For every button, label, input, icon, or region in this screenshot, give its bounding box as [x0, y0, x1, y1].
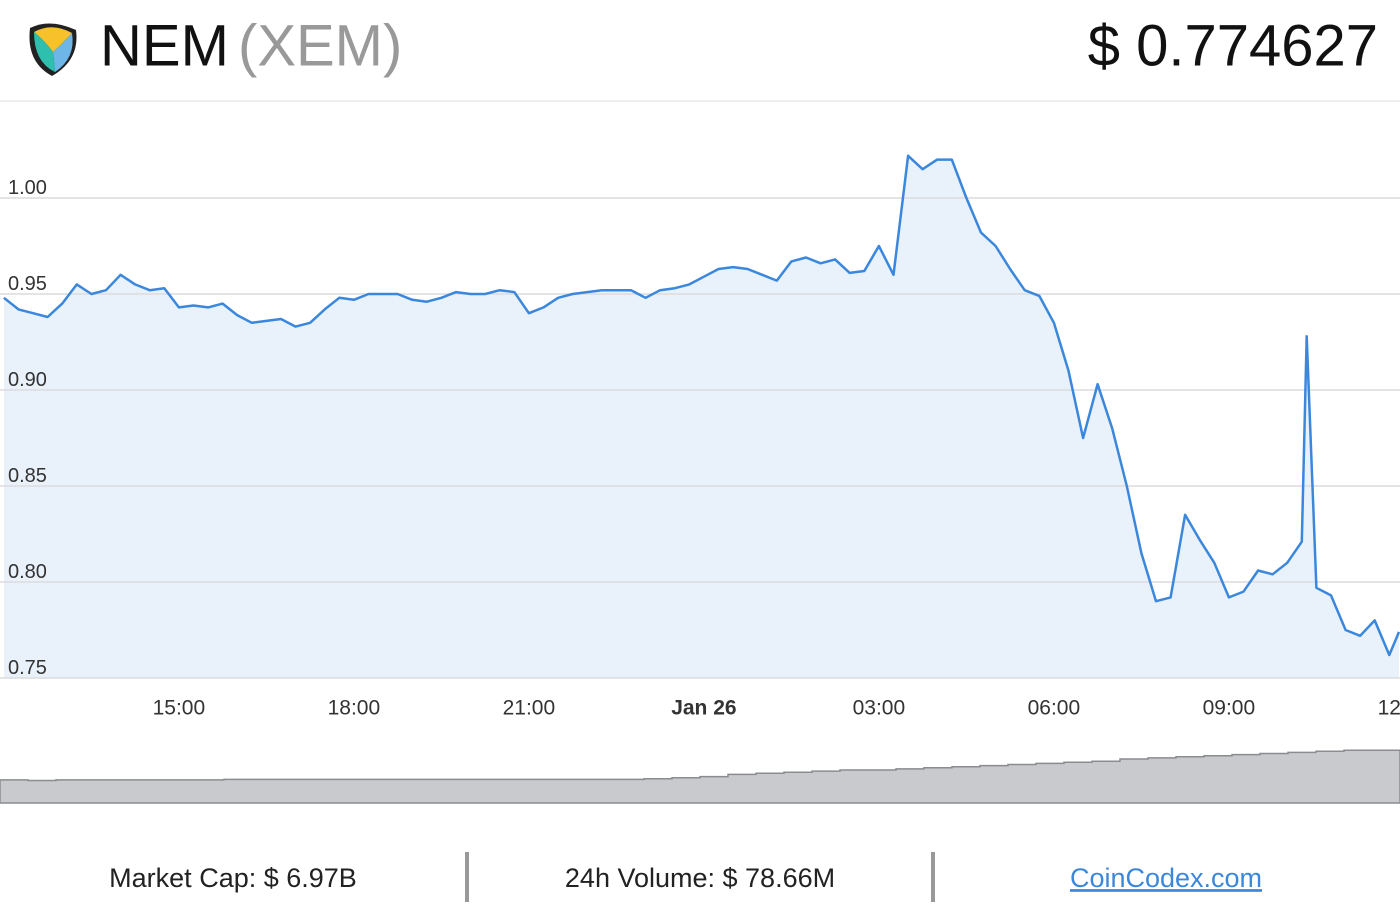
navigator	[0, 749, 1400, 804]
coin-name: NEM	[100, 13, 229, 78]
area-fill	[3, 155, 1399, 679]
y-tick-label: 0.75	[8, 657, 47, 679]
x-tick-label: 15:00	[153, 697, 206, 720]
x-tick-label: 21:00	[503, 697, 556, 720]
plot: 0.75 0.80 0.85 0.90 0.95 1.00 15:00 18:00 21:00 J…	[0, 154, 1400, 720]
volume: 24h Volume: $ 78.66M	[565, 863, 835, 893]
x-tick-label: 18:00	[328, 697, 381, 720]
price: $ 0.774627	[1088, 13, 1378, 78]
x-tick-label: Jan 26	[671, 697, 736, 720]
y-tick-label: 0.85	[8, 465, 47, 487]
coin-symbol: (XEM)	[238, 13, 402, 78]
site-link[interactable]: CoinCodex.com	[1070, 863, 1262, 893]
x-tick-label: 12:00	[1378, 697, 1400, 720]
price-line	[3, 154, 1400, 657]
x-tick-label: 09:00	[1203, 697, 1256, 720]
y-tick-label: 0.90	[8, 369, 47, 391]
market-cap: Market Cap: $ 6.97B	[109, 863, 357, 893]
x-tick-label: 03:00	[853, 697, 906, 720]
y-tick-label: 0.80	[8, 561, 47, 583]
navigator-area	[0, 749, 1400, 804]
logo	[29, 23, 77, 77]
x-tick-label: 06:00	[1028, 697, 1081, 720]
y-tick-label: 1.00	[8, 177, 47, 199]
y-tick-label: 0.95	[8, 273, 47, 295]
